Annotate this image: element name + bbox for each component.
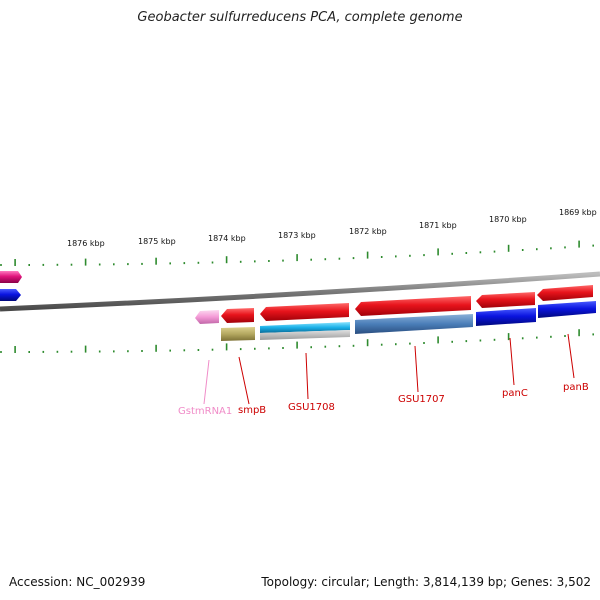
ruler-label-1869: 1869 kbp [559, 208, 597, 217]
gene-label-panb[interactable]: panB [563, 382, 589, 393]
gene-smpb[interactable] [221, 308, 254, 323]
ruler-label-1873: 1873 kbp [278, 231, 316, 240]
gene-label-smpb[interactable]: smpB [238, 405, 266, 416]
gene-label-gsu1708[interactable]: GSU1708 [288, 402, 335, 413]
ruler-label-1874: 1874 kbp [208, 234, 246, 243]
accession-text: Accession: NC_002939 [9, 575, 146, 589]
cds-gsu1708[interactable] [260, 322, 350, 340]
map-title: Geobacter sulfurreducens PCA, complete g… [137, 10, 463, 25]
gene-gsu1707[interactable] [355, 296, 471, 316]
cds-panb[interactable] [538, 301, 596, 318]
ruler-labels: 1876 kbp 1875 kbp 1874 kbp 1873 kbp 1872… [67, 208, 597, 248]
gene-left-partial-top[interactable] [0, 271, 22, 283]
gene-labels: GstmRNA1 smpB GSU1708 GSU1707 panC panB [178, 382, 589, 417]
cds-smpb[interactable] [221, 327, 255, 341]
gene-label-gstmrna1[interactable]: GstmRNA1 [178, 406, 232, 417]
cds-gsu1707[interactable] [355, 314, 473, 334]
genome-backbone [0, 271, 600, 312]
ruler-ticks-bottom [0, 329, 595, 353]
ruler-label-1872: 1872 kbp [349, 227, 387, 236]
gene-panc[interactable] [476, 292, 535, 308]
gene-label-panc[interactable]: panC [502, 388, 528, 399]
gene-panb[interactable] [537, 285, 593, 301]
ruler-label-1876: 1876 kbp [67, 239, 105, 248]
label-leader-lines [203, 333, 575, 405]
ruler-label-1870: 1870 kbp [489, 215, 527, 224]
gene-left-partial-bottom[interactable] [0, 289, 21, 301]
gene-label-gsu1707[interactable]: GSU1707 [398, 394, 445, 405]
gene-gsu1708[interactable] [260, 303, 349, 321]
cds-panc[interactable] [476, 308, 536, 326]
ruler-ticks-top [0, 240, 595, 266]
genome-summary-text: Topology: circular; Length: 3,814,139 bp… [261, 575, 591, 589]
ruler-label-1871: 1871 kbp [419, 221, 457, 230]
gene-gstmrna1[interactable] [195, 310, 219, 324]
ruler-label-1875: 1875 kbp [138, 237, 176, 246]
